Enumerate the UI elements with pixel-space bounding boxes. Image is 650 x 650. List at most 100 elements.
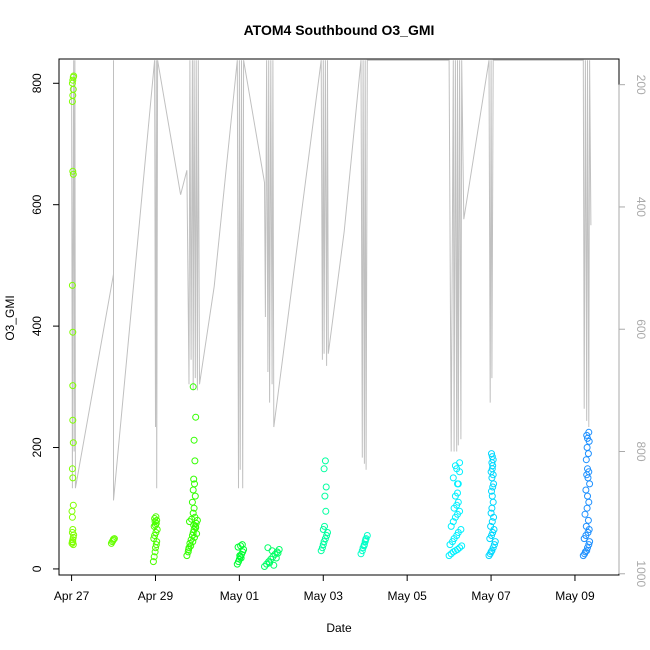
data-point <box>321 522 328 530</box>
data-point <box>491 538 499 546</box>
data-point <box>457 526 465 533</box>
data-point <box>150 553 158 561</box>
data-point <box>183 552 191 560</box>
data-point <box>69 538 77 546</box>
data-point <box>585 498 593 506</box>
data-point <box>153 516 161 524</box>
data-point <box>188 498 196 506</box>
data-point <box>357 550 365 558</box>
data-point <box>191 492 199 500</box>
y2-tick-label: 200 <box>634 75 648 95</box>
x-axis-label: Date <box>326 621 352 635</box>
y2-tick-label: 800 <box>634 441 648 461</box>
data-point <box>488 492 496 500</box>
data-point <box>584 450 592 458</box>
y-axis: 0 200 400 600 800 <box>30 73 60 572</box>
data-point <box>583 547 591 555</box>
y-tick-label: 200 <box>30 437 44 457</box>
data-point <box>187 542 195 550</box>
data-point <box>321 492 329 500</box>
data-point <box>458 542 466 550</box>
data-point <box>488 518 496 526</box>
data-point <box>487 548 495 556</box>
x-tick-label: Apr 29 <box>138 589 174 603</box>
data-point <box>362 536 370 544</box>
data-point <box>110 535 118 543</box>
data-point <box>189 383 197 391</box>
x-tick-label: May 01 <box>220 589 260 603</box>
x-tick-label: Apr 27 <box>54 589 90 603</box>
data-point <box>490 541 498 549</box>
data-point <box>185 546 193 553</box>
y-tick-label: 600 <box>30 194 44 214</box>
x-axis: Apr 27 Apr 29 May 01 May 03 May 05 May 07 May … <box>54 574 595 603</box>
data-point <box>272 554 280 562</box>
data-point <box>453 465 461 473</box>
data-point <box>579 552 587 560</box>
data-point <box>191 513 199 521</box>
data-point <box>152 513 160 521</box>
data-point <box>69 526 77 533</box>
data-point <box>586 538 594 546</box>
data-point <box>68 513 76 521</box>
data-point <box>322 483 330 491</box>
data-point <box>586 480 594 488</box>
data-point <box>454 480 462 488</box>
plot-frame <box>58 58 620 576</box>
data-point <box>445 552 453 560</box>
data-point <box>275 546 283 553</box>
data-point <box>489 498 497 506</box>
y-tick-label: 800 <box>30 73 44 93</box>
data-point <box>488 453 496 461</box>
data-point <box>189 486 197 494</box>
data-point <box>487 509 495 517</box>
x-tick-label: May 07 <box>471 589 511 603</box>
data-point <box>68 281 76 289</box>
data-point <box>321 535 329 543</box>
data-point <box>190 436 198 444</box>
data-point <box>584 516 592 524</box>
data-point <box>69 416 77 424</box>
data-point <box>456 544 464 552</box>
data-point <box>191 457 199 465</box>
y2-tick-label: 600 <box>634 319 648 339</box>
data-point <box>454 489 461 497</box>
data-point <box>454 498 462 506</box>
data-point <box>152 519 160 527</box>
chart-title: ATOM4 Southbound O3_GMI <box>244 22 435 38</box>
data-point-layer <box>68 72 594 570</box>
data-point <box>69 439 77 447</box>
data-point <box>151 548 159 556</box>
data-point <box>584 492 591 500</box>
data-point <box>69 533 77 541</box>
data-point <box>583 504 591 512</box>
y2-axis: 200 400 600 800 1000 <box>618 75 648 587</box>
data-point <box>151 515 159 522</box>
data-point <box>585 428 593 436</box>
data-point <box>456 507 464 515</box>
data-point <box>582 456 590 464</box>
data-point <box>322 507 330 515</box>
data-point <box>318 544 326 552</box>
data-point <box>238 541 246 549</box>
pressure-line-layer <box>71 59 592 501</box>
data-point <box>192 413 200 421</box>
data-point <box>184 548 192 556</box>
data-point <box>189 538 197 546</box>
data-point <box>584 465 591 473</box>
x-tick-label: May 03 <box>304 589 344 603</box>
data-point <box>454 546 461 553</box>
data-point <box>191 480 198 488</box>
data-point <box>151 518 159 526</box>
data-point <box>68 465 76 473</box>
data-point <box>321 457 329 465</box>
x-tick-label: May 09 <box>555 589 595 603</box>
data-point <box>320 465 328 473</box>
data-point <box>323 532 331 539</box>
data-point <box>489 544 497 552</box>
data-point <box>69 501 77 509</box>
data-point <box>583 444 591 451</box>
data-point <box>449 474 457 482</box>
data-point <box>149 558 157 566</box>
